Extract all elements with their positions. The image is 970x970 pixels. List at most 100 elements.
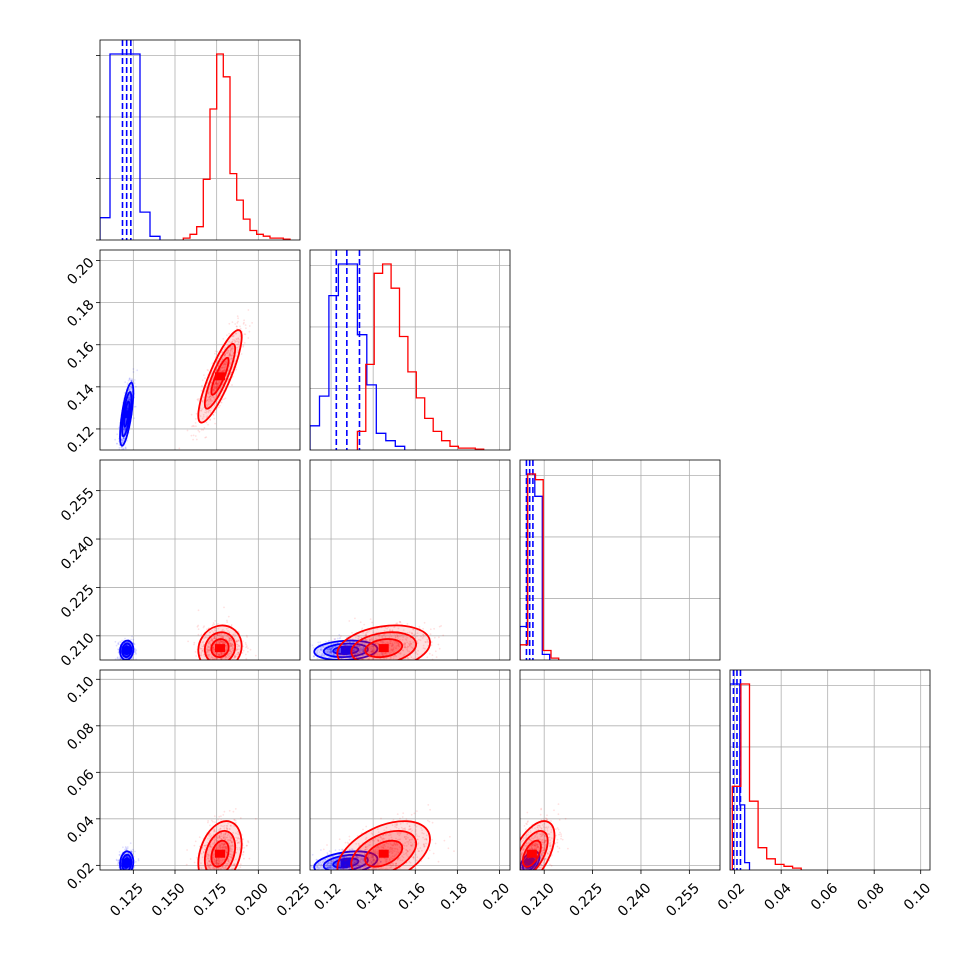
scatter-point: [231, 384, 233, 386]
scatter-point: [123, 431, 125, 434]
scatter-point: [430, 640, 433, 643]
scatter-point: [228, 637, 231, 640]
scatter-point: [321, 662, 323, 664]
scatter-point: [227, 352, 229, 354]
scatter-point: [207, 398, 210, 401]
scatter-point: [216, 383, 219, 386]
scatter-point: [412, 662, 414, 664]
scatter-point: [218, 653, 220, 656]
scatter-point: [332, 653, 335, 656]
scatter-point: [319, 641, 322, 644]
scatter-point: [127, 877, 129, 879]
scatter-point: [389, 640, 391, 642]
scatter-point: [214, 663, 216, 665]
scatter-point: [224, 365, 227, 368]
scatter-point: [228, 340, 231, 343]
scatter-point: [225, 360, 227, 363]
scatter-point: [117, 649, 120, 651]
scatter-point: [351, 650, 354, 652]
scatter-point: [229, 358, 232, 361]
scatter-point: [220, 367, 223, 369]
scatter-point: [224, 662, 226, 664]
scatter-point: [215, 386, 218, 389]
scatter-point: [206, 628, 208, 631]
scatter-point: [224, 649, 227, 651]
scatter-point: [399, 662, 401, 664]
scatter-point: [247, 647, 249, 649]
scatter-point: [133, 643, 136, 646]
y-tick-label: 0.210: [58, 630, 98, 670]
scatter-point: [328, 640, 330, 642]
scatter-point: [220, 633, 223, 636]
scatter-point: [229, 652, 232, 655]
scatter-point: [216, 350, 219, 353]
scatter-point: [247, 337, 250, 339]
scatter-point: [121, 639, 123, 642]
scatter-point: [224, 346, 227, 349]
scatter-point: [216, 385, 219, 388]
scatter-point: [127, 871, 129, 873]
scatter-point: [129, 873, 131, 875]
scatter-point: [348, 620, 351, 622]
scatter-point: [426, 656, 429, 659]
scatter-point: [241, 652, 244, 654]
scatter-point: [233, 339, 236, 341]
density-peak-1: [215, 644, 225, 653]
scatter-point: [226, 621, 229, 623]
scatter-point: [381, 641, 384, 643]
scatter-point: [368, 640, 371, 643]
scatter-point: [366, 639, 368, 641]
scatter-point: [200, 651, 203, 654]
scatter-point: [123, 874, 125, 876]
scatter-point: [237, 639, 240, 641]
scatter-point: [201, 417, 204, 420]
scatter-point: [207, 645, 210, 648]
scatter-point: [203, 654, 205, 656]
scatter-point: [399, 621, 402, 624]
scatter-point: [335, 657, 338, 660]
scatter-point: [198, 430, 201, 433]
scatter-point: [242, 323, 245, 325]
scatter-point: [230, 663, 232, 665]
scatter-point: [377, 650, 379, 653]
scatter-point: [223, 652, 226, 655]
scatter-point: [211, 637, 213, 640]
scatter-point: [322, 646, 325, 648]
scatter-point: [237, 337, 240, 340]
scatter-point: [132, 368, 135, 370]
scatter-point: [124, 418, 127, 421]
scatter-point: [208, 396, 211, 399]
scatter-point: [201, 649, 204, 652]
scatter-point: [132, 642, 135, 645]
scatter-point: [221, 358, 224, 361]
scatter-point: [215, 383, 217, 385]
scatter-point: [233, 360, 236, 363]
scatter-point: [220, 360, 223, 363]
scatter-point: [232, 339, 234, 341]
scatter-point: [356, 645, 358, 648]
scatter-point: [390, 635, 393, 638]
scatter-point: [406, 645, 409, 648]
scatter-point: [209, 631, 211, 634]
scatter-point: [222, 661, 224, 663]
scatter-point: [213, 658, 216, 660]
scatter-point: [362, 658, 364, 660]
scatter-point: [213, 660, 215, 662]
y-tick-label: 0.14: [64, 381, 97, 414]
scatter-point: [219, 660, 221, 662]
panel-frame: [99, 39, 301, 241]
scatter-point: [381, 671, 383, 673]
scatter-point: [329, 648, 332, 651]
scatter-point: [127, 379, 130, 382]
scatter-point: [128, 873, 130, 875]
scatter-point: [202, 401, 204, 403]
scatter-point: [218, 364, 220, 366]
scatter-point: [121, 438, 123, 441]
scatter-point: [219, 369, 222, 372]
scatter-point: [134, 861, 137, 863]
scatter-point: [188, 660, 190, 662]
scatter-point: [320, 654, 323, 657]
scatter-point: [410, 663, 412, 665]
scatter-point: [328, 648, 330, 651]
scatter-point: [132, 848, 134, 851]
